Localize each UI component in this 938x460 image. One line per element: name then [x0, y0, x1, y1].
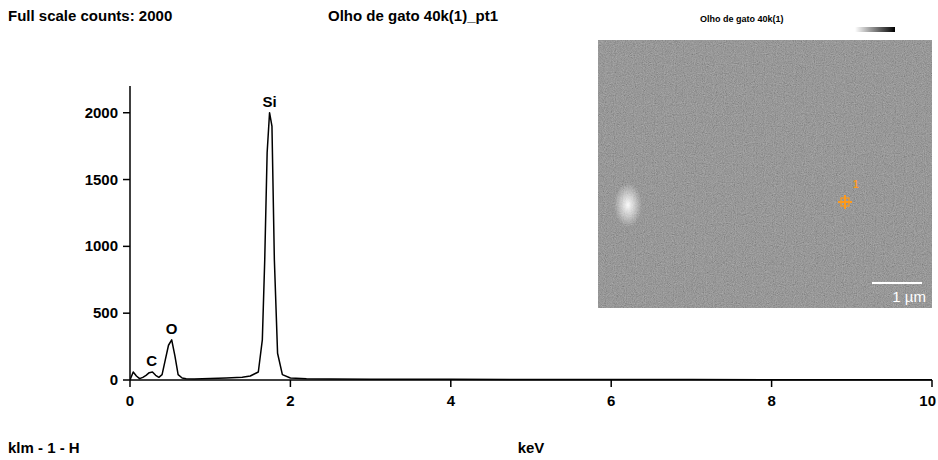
point-marker	[844, 195, 846, 209]
y-tick	[123, 312, 130, 314]
scale-bar-label: 1 µm	[892, 288, 926, 305]
x-tick-label: 0	[126, 392, 134, 409]
y-tick-label: 2000	[85, 104, 118, 121]
y-tick-label: 1000	[85, 237, 118, 254]
peak-label: O	[166, 320, 178, 337]
y-axis	[129, 86, 131, 380]
point-marker	[841, 198, 849, 206]
x-tick-label: 4	[447, 392, 456, 409]
y-tick	[123, 112, 130, 114]
chart: Full scale counts: 2000 Olho de gato 40k(…	[0, 0, 938, 460]
y-tick	[123, 379, 130, 381]
x-axis-title: keV	[518, 439, 545, 456]
x-tick	[450, 380, 452, 387]
point-label: 1	[853, 179, 859, 190]
x-tick-label: 10	[919, 392, 936, 409]
sem-feature	[614, 183, 642, 227]
y-tick	[123, 179, 130, 181]
x-tick	[290, 380, 292, 387]
peak-label: C	[146, 352, 157, 369]
y-tick-label: 500	[93, 304, 118, 321]
peak-label: Si	[262, 93, 276, 110]
x-tick	[931, 380, 933, 387]
x-tick	[610, 380, 612, 387]
title: Olho de gato 40k(1)_pt1	[328, 7, 498, 24]
x-tick-label: 8	[767, 392, 775, 409]
color-bar	[855, 27, 895, 32]
sem-image-bg	[598, 40, 932, 308]
header: Full scale counts: 2000	[8, 7, 172, 24]
x-tick-label: 2	[286, 392, 294, 409]
y-tick-label: 1500	[85, 171, 118, 188]
x-tick	[771, 380, 773, 387]
footer: klm - 1 - H	[8, 439, 80, 456]
x-tick-label: 6	[607, 392, 615, 409]
y-tick-label: 0	[110, 371, 118, 388]
sem-image-noise	[598, 40, 932, 308]
x-tick	[129, 380, 131, 387]
image-title: Olho de gato 40k(1)	[700, 14, 784, 24]
scale-bar	[872, 282, 922, 284]
y-tick	[123, 246, 130, 248]
